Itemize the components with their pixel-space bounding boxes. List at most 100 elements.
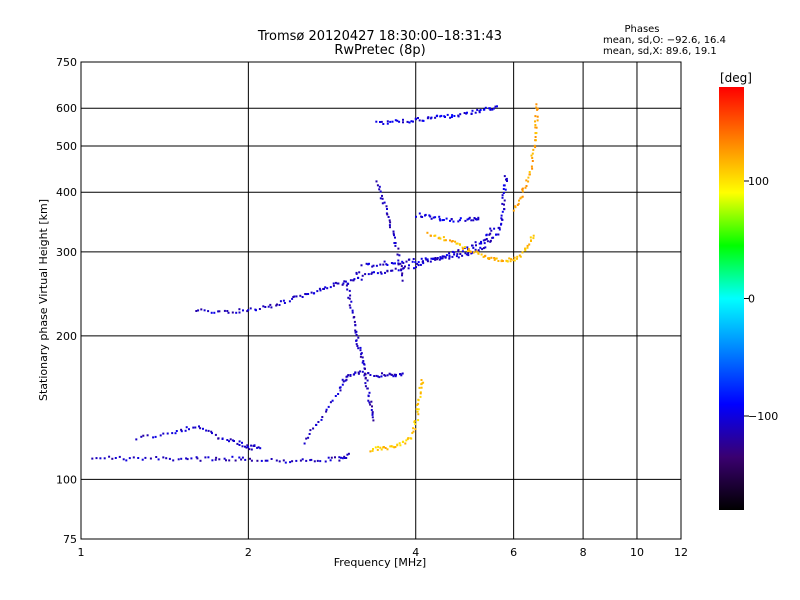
data-point xyxy=(334,395,337,397)
data-point xyxy=(223,309,226,312)
data-point xyxy=(506,260,509,263)
data-point xyxy=(331,399,334,402)
data-point xyxy=(476,108,479,111)
data-point xyxy=(408,258,411,261)
data-point xyxy=(250,448,253,451)
data-point xyxy=(103,457,106,460)
chart-title-line2: RwPretec (8p) xyxy=(334,43,425,58)
data-point xyxy=(534,124,537,126)
data-point xyxy=(412,427,415,430)
data-point xyxy=(291,460,294,463)
data-point xyxy=(346,453,349,456)
data-point xyxy=(502,192,505,194)
data-point xyxy=(438,218,441,221)
data-point xyxy=(475,250,478,253)
data-point xyxy=(255,309,257,312)
data-point xyxy=(512,259,515,262)
data-point xyxy=(166,432,169,435)
data-point xyxy=(249,307,252,310)
data-point xyxy=(534,115,537,118)
data-point xyxy=(355,334,358,337)
data-point xyxy=(204,456,207,459)
data-point xyxy=(526,244,529,247)
data-point xyxy=(478,111,481,114)
data-point xyxy=(246,444,249,447)
data-point xyxy=(361,356,364,359)
data-point xyxy=(493,258,496,261)
y-tick-label: 100 xyxy=(56,473,77,486)
data-point xyxy=(122,458,125,461)
data-point xyxy=(244,445,246,448)
data-point xyxy=(521,190,524,193)
data-point xyxy=(390,269,393,272)
data-point xyxy=(334,456,336,459)
data-point xyxy=(358,271,361,274)
data-point xyxy=(389,226,391,229)
data-point xyxy=(371,416,374,419)
data-point xyxy=(217,437,220,440)
data-point xyxy=(329,459,332,462)
data-point xyxy=(405,260,408,263)
data-point xyxy=(363,363,366,366)
data-point xyxy=(497,233,500,236)
data-point xyxy=(250,444,253,447)
data-point xyxy=(391,120,394,123)
data-point xyxy=(154,435,157,438)
data-point xyxy=(512,209,515,212)
data-point xyxy=(398,254,401,257)
data-point xyxy=(334,281,337,284)
data-point xyxy=(513,259,516,262)
data-point xyxy=(199,427,202,430)
data-point xyxy=(506,180,508,182)
data-point xyxy=(264,306,267,308)
data-point xyxy=(343,280,346,283)
data-point xyxy=(410,437,413,440)
data-point xyxy=(430,257,433,260)
data-point xyxy=(341,378,344,381)
data-point xyxy=(199,459,202,462)
data-point xyxy=(231,311,234,314)
data-point xyxy=(415,118,418,121)
data-point xyxy=(535,132,538,134)
data-point xyxy=(376,448,379,451)
data-point xyxy=(397,259,400,262)
data-point xyxy=(489,239,492,242)
data-point xyxy=(337,282,340,285)
data-point xyxy=(372,419,375,422)
data-point xyxy=(525,179,528,182)
data-point xyxy=(434,116,437,119)
data-point xyxy=(456,242,459,245)
data-point xyxy=(416,410,419,413)
phases-line2: mean, sd,X: 89.6, 19.1 xyxy=(603,46,717,57)
data-point xyxy=(478,242,481,245)
data-point xyxy=(474,241,477,244)
data-point xyxy=(174,432,177,435)
data-point xyxy=(369,450,372,453)
data-point xyxy=(211,432,213,435)
data-point xyxy=(316,459,319,462)
data-point xyxy=(514,206,517,209)
data-point xyxy=(238,440,241,443)
data-point xyxy=(355,272,358,275)
data-point xyxy=(319,460,322,463)
data-point xyxy=(329,286,332,289)
data-point xyxy=(450,218,453,221)
data-point xyxy=(500,217,503,220)
data-point xyxy=(464,246,466,249)
data-point xyxy=(361,370,364,373)
data-point xyxy=(374,446,377,449)
data-point xyxy=(408,264,410,267)
data-point xyxy=(386,270,389,273)
data-point xyxy=(400,374,403,377)
data-point xyxy=(341,457,344,460)
data-point xyxy=(477,249,480,252)
data-point xyxy=(242,309,244,312)
data-point xyxy=(457,249,460,252)
data-point xyxy=(226,310,229,312)
data-point xyxy=(384,447,387,449)
data-point xyxy=(95,457,98,460)
data-point xyxy=(394,446,397,448)
data-point xyxy=(386,120,389,123)
data-point xyxy=(535,103,538,106)
data-point xyxy=(378,185,381,188)
